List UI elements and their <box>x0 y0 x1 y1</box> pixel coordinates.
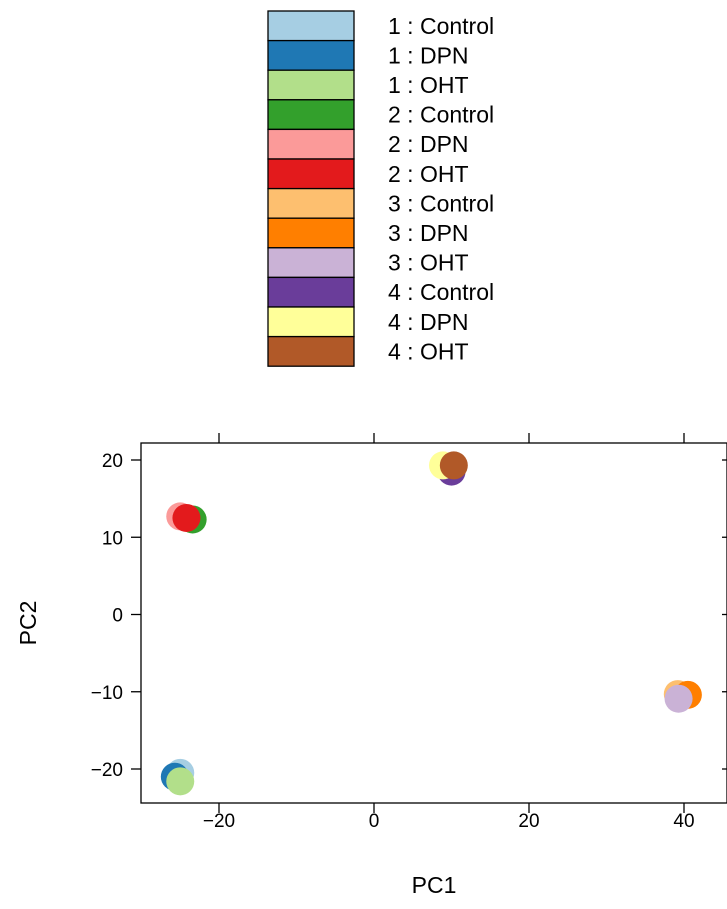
x-tick-label: 20 <box>518 811 539 832</box>
legend: 1 : Control 1 : DPN 1 : OHT 2 : Control 2 : … <box>267 10 494 367</box>
plot-frame <box>140 442 727 804</box>
legend-label: 4 : Control <box>388 279 494 305</box>
legend-label: 4 : DPN <box>388 309 469 335</box>
data-point <box>439 451 468 480</box>
x-axis: −20 0 20 40 <box>203 803 695 832</box>
legend-swatch <box>267 217 355 249</box>
x-tick-label: 40 <box>673 811 694 832</box>
y-tick-label: 0 <box>112 606 123 627</box>
legend-label: 2 : DPN <box>388 131 469 157</box>
legend-swatch <box>267 247 355 279</box>
legend-swatch <box>267 39 355 71</box>
y-tick-label: −10 <box>91 683 123 704</box>
y-tick-label: −20 <box>91 760 123 781</box>
legend-label: 1 : DPN <box>388 42 469 68</box>
y-axis-label: PC2 <box>15 601 41 646</box>
legend-swatch <box>267 99 355 131</box>
legend-swatch <box>267 306 355 338</box>
legend-swatch <box>267 158 355 190</box>
data-point <box>166 767 195 796</box>
x-axis-label: PC1 <box>412 872 457 898</box>
x-tick-label: 0 <box>369 811 380 832</box>
legend-swatch <box>267 187 355 219</box>
x-tick-label: −20 <box>203 811 235 832</box>
y-axis: −20 −10 0 10 20 <box>91 451 141 781</box>
legend-swatch <box>267 10 355 42</box>
right-axis-ticks <box>722 459 727 770</box>
legend-label: 3 : Control <box>388 190 494 216</box>
y-tick-label: 10 <box>102 528 123 549</box>
plot-area: −20 0 20 40 −20 −10 0 10 20 <box>91 433 727 832</box>
legend-swatch <box>267 276 355 308</box>
legend-label: 2 : OHT <box>388 161 469 187</box>
legend-label: 1 : Control <box>388 13 494 39</box>
legend-swatch <box>267 128 355 160</box>
y-tick-label: 20 <box>102 451 123 472</box>
legend-label: 4 : OHT <box>388 338 469 364</box>
legend-label: 3 : OHT <box>388 250 469 276</box>
legend-label: 3 : DPN <box>388 220 469 246</box>
data-point <box>172 503 201 532</box>
legend-swatch <box>267 69 355 101</box>
data-point <box>664 684 693 713</box>
data-points <box>160 451 702 796</box>
legend-label: 2 : Control <box>388 102 494 128</box>
top-axis-ticks <box>218 433 685 443</box>
legend-label: 1 : OHT <box>388 72 469 98</box>
legend-swatch <box>267 335 355 367</box>
